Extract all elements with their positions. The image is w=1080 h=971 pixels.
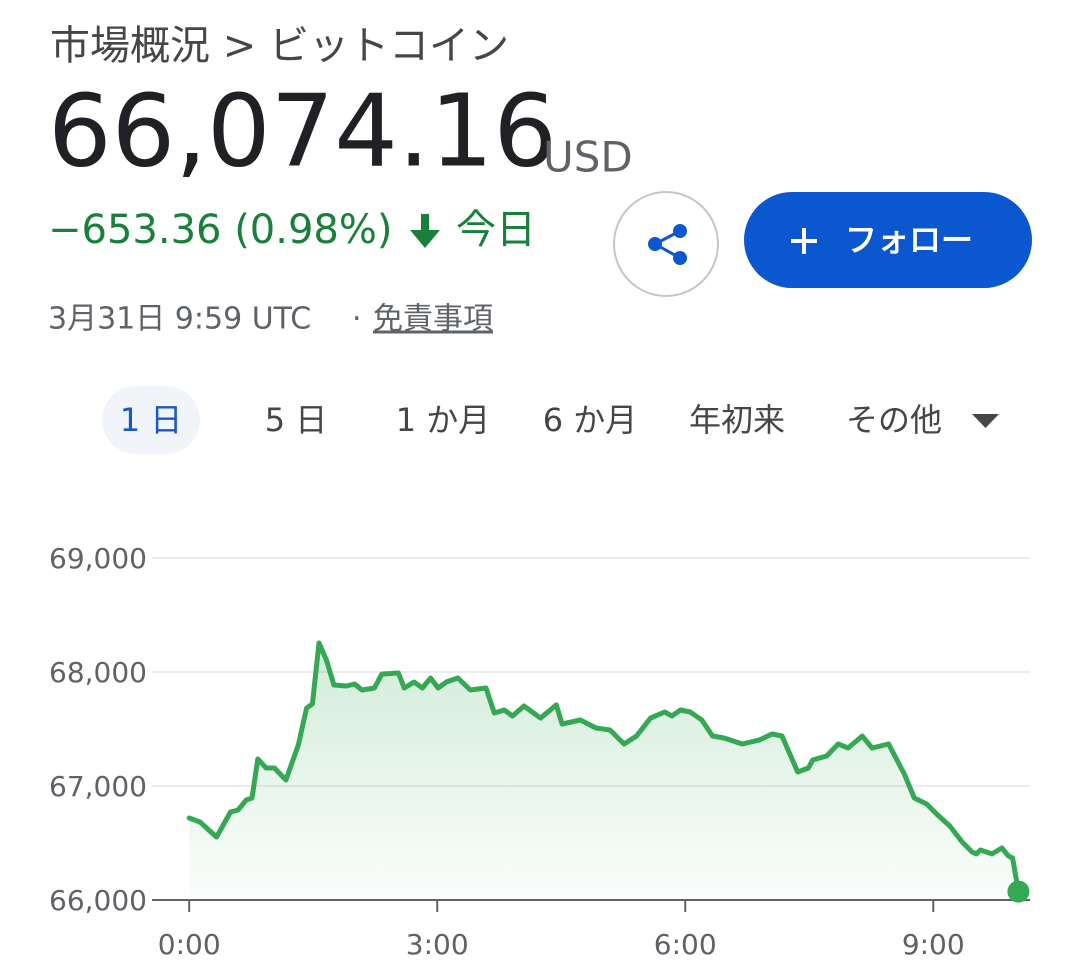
range-tab[interactable]: その他	[846, 401, 942, 439]
price-line	[186, 640, 1021, 895]
price-chart: 66,000 67,000 68,000 69,000 0:00 3:00 6:00 9:00	[49, 542, 1030, 961]
x-tick-label: 6:00	[654, 928, 717, 961]
range-tab[interactable]: 1 日	[120, 401, 183, 439]
follow-button-label[interactable]: フォロー	[845, 221, 973, 259]
selected-tab-bg	[102, 386, 200, 454]
share-button[interactable]	[613, 191, 719, 297]
y-tick-label: 67,000	[49, 770, 147, 803]
price: 66,074.16	[48, 72, 557, 189]
separator: ·	[352, 302, 362, 337]
currency: USD	[543, 133, 633, 182]
x-tick-label: 9:00	[902, 928, 965, 961]
follow-button-bg[interactable]	[744, 192, 1032, 288]
share-icon[interactable]	[648, 224, 687, 265]
range-tab[interactable]: 1 か月	[396, 401, 491, 439]
dropdown-icon[interactable]	[972, 414, 999, 428]
x-tick-label: 3:00	[406, 928, 469, 961]
down-arrow-icon	[410, 214, 440, 248]
range-tab[interactable]: 年初来	[689, 401, 785, 439]
change-period: 今日	[456, 207, 536, 253]
y-tick-label: 69,000	[49, 542, 147, 575]
disclaimer-link[interactable]: 免責事項	[373, 302, 493, 337]
plus-icon[interactable]	[791, 228, 817, 254]
share-button-outline[interactable]	[613, 191, 719, 297]
range-tab[interactable]: 5 日	[265, 401, 328, 439]
follow-button[interactable]: フォロー	[744, 192, 1032, 288]
price-change: −653.36 (0.98%)	[48, 207, 392, 253]
range-tab[interactable]: 6 か月	[543, 401, 638, 439]
timestamp: 3月31日 9:59 UTC	[48, 302, 311, 337]
area-fill	[189, 643, 1019, 900]
y-tick-label: 66,000	[49, 884, 147, 917]
breadcrumb[interactable]: 市場概況 > ビットコイン	[50, 23, 509, 69]
last-point	[1007, 880, 1030, 903]
y-tick-label: 68,000	[49, 656, 147, 689]
x-tick-label: 0:00	[158, 928, 221, 961]
